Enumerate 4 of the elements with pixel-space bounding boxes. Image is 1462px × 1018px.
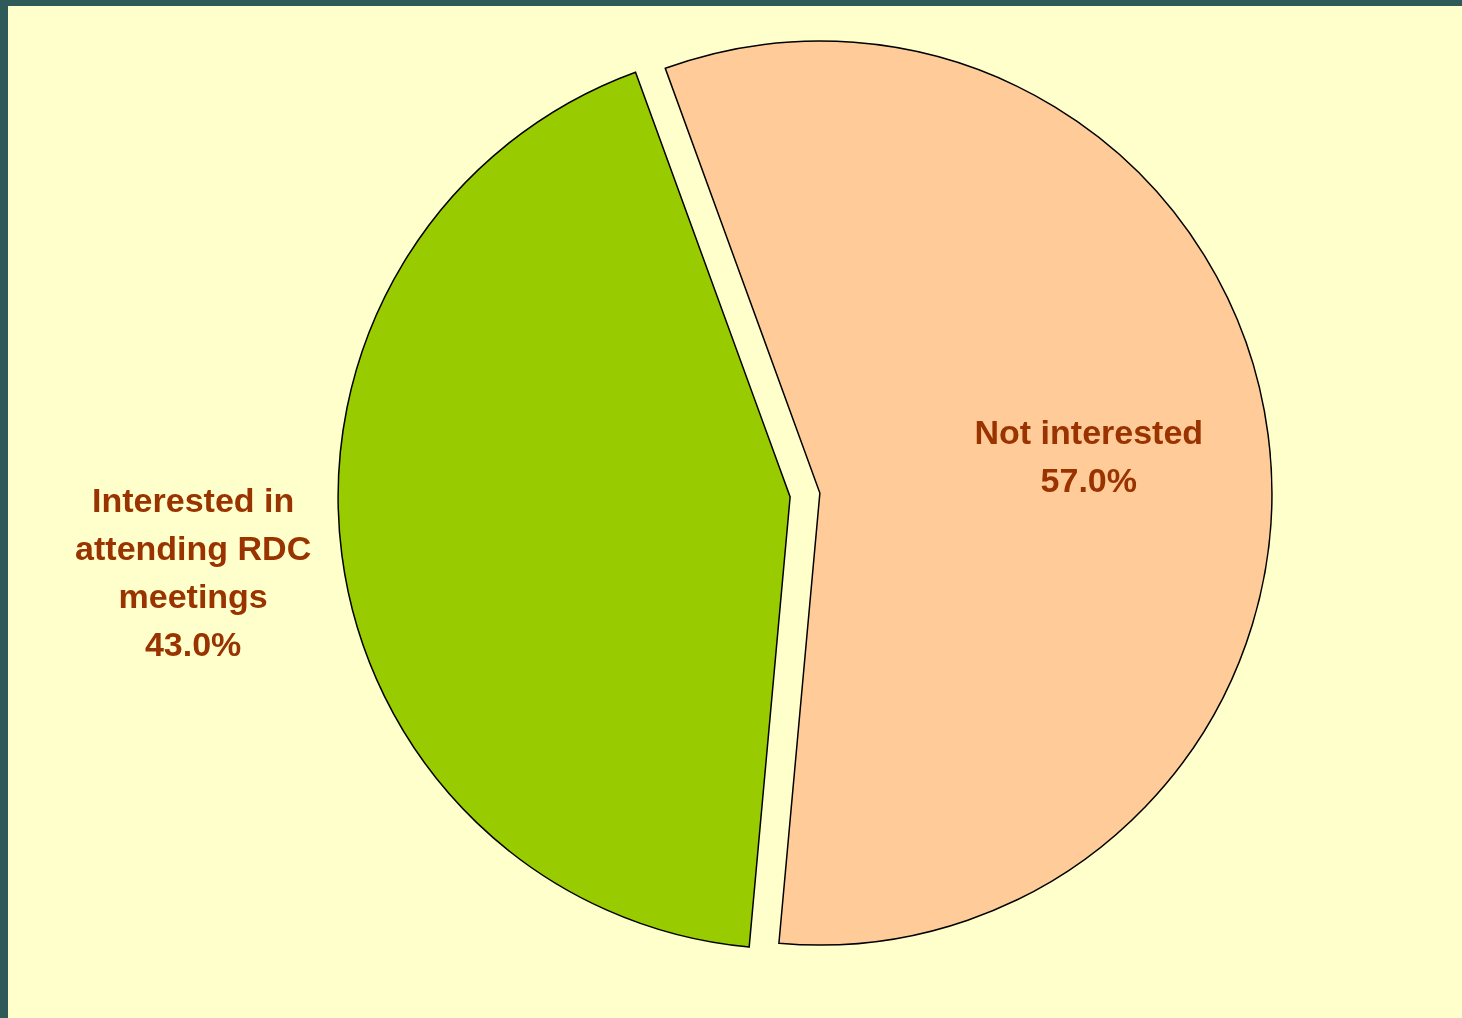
data-label: 43.0%	[144, 625, 242, 664]
slice-label: Not interested	[974, 413, 1204, 452]
data-label: 57.0%	[1040, 461, 1138, 500]
slice-label: Interested in attending RDC meetings	[75, 481, 312, 616]
